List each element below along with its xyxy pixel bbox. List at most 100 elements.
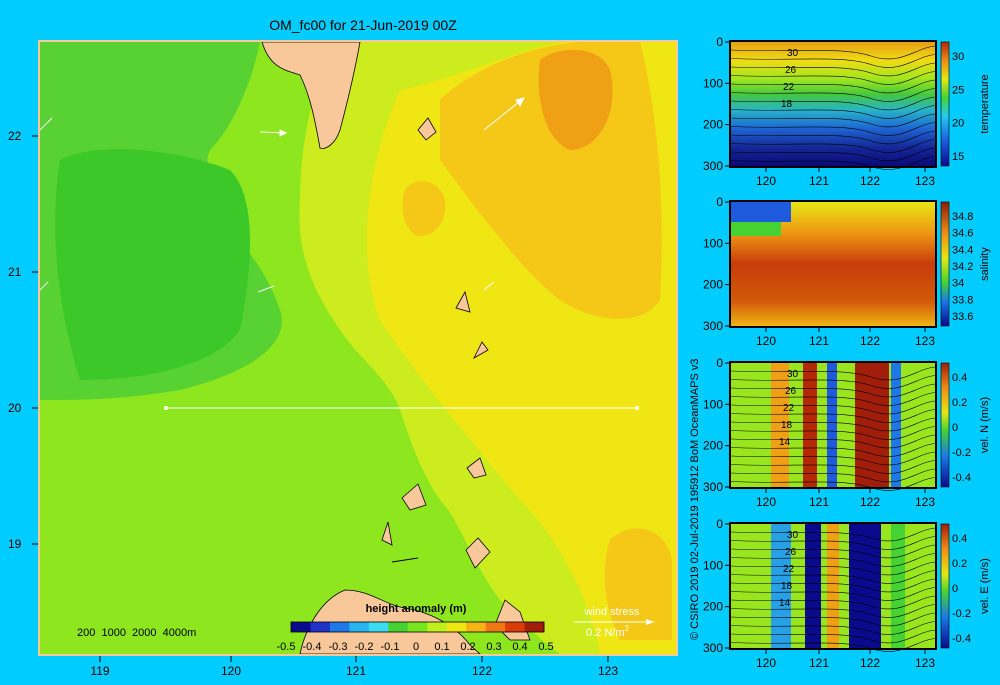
contour-label: 26 <box>785 386 797 397</box>
colorbar-tick-label: 34.4 <box>952 244 973 256</box>
vel-e-field <box>731 524 935 648</box>
contour-label: 18 <box>781 99 793 110</box>
section-panel-vel-e: 30 26 22 18 14 0 100 200 300 120 121 122 123 0.4 0.2 0 -… <box>703 517 991 670</box>
vel-e-colorbar <box>940 523 950 649</box>
colorbar-swatch <box>505 622 526 632</box>
colorbar-swatch <box>310 622 331 632</box>
section-panel-vel-n: 30 26 22 18 14 0 100 200 300 120 121 122 123 0.4 0.2 0 -… <box>703 356 991 509</box>
depth-tick-label: 200 <box>703 439 723 453</box>
lon-tick-label: 123 <box>598 664 618 678</box>
lon-tick-label: 120 <box>756 656 776 670</box>
contour-label: 26 <box>785 65 797 76</box>
colorbar-tick-label: 0.5 <box>538 641 553 653</box>
colorbar-tick-label: 0.1 <box>434 641 449 653</box>
vel-e-colorbar-label: vel. E (m/s) <box>979 558 991 614</box>
colorbar-tick-label: -0.5 <box>277 641 296 653</box>
map-lat-axis: 22 21 20 19 <box>8 129 38 551</box>
colorbar-tick-label: 33.8 <box>952 294 973 306</box>
height-anomaly-colorbar: height anomaly (m) -0.5 -0.4 -0.3 -0.2 -0.1 0… <box>277 603 554 653</box>
lon-tick-label: 121 <box>809 334 829 348</box>
lon-tick-label: 121 <box>809 656 829 670</box>
colorbar-tick-label: -0.2 <box>952 608 971 620</box>
colorbar-swatch <box>368 622 389 632</box>
temperature-colorbar-label: temperature <box>979 74 991 133</box>
colorbar-swatch <box>407 622 428 632</box>
temperature-field <box>731 42 935 166</box>
colorbar-tick-label: -0.2 <box>355 641 374 653</box>
colorbar-tick-label: 0.2 <box>952 558 967 570</box>
colorbar-tick-label: 0 <box>952 583 958 595</box>
colorbar-tick-label: -0.4 <box>303 641 322 653</box>
colorbar-tick-label: -0.3 <box>329 641 348 653</box>
contour-label: 22 <box>783 564 795 575</box>
colorbar-tick-label: 0.4 <box>512 641 527 653</box>
salinity-colorbar <box>940 201 950 327</box>
colorbar-tick-label: -0.2 <box>952 447 971 459</box>
depth-legend: 200 1000 2000 4000m <box>77 627 196 639</box>
lat-tick-label: 20 <box>8 401 22 415</box>
colorbar-tick-label: 0.2 <box>952 397 967 409</box>
lon-tick-label: 121 <box>809 495 829 509</box>
credit-text: © CSIRO 2019 02-Jul-2019 195912 BoM Ocea… <box>689 359 701 640</box>
contour-label: 30 <box>787 48 799 59</box>
colorbar-swatch <box>291 622 311 632</box>
section-panel-temperature: 30 26 22 18 0 100 200 300 120 121 122 123 30 25 20 15 te… <box>703 35 991 188</box>
contour-label: 18 <box>781 420 793 431</box>
colorbar-swatch <box>427 622 448 632</box>
contour-label: 14 <box>779 598 791 609</box>
contour-label: 22 <box>783 403 795 414</box>
colorbar-tick-label: 34.8 <box>952 211 973 223</box>
colorbar-tick-label: 20 <box>952 118 964 130</box>
lat-tick-label: 22 <box>8 129 22 143</box>
lon-tick-label: 122 <box>860 656 880 670</box>
colorbar-tick-label: 25 <box>952 84 964 96</box>
lon-tick-label: 121 <box>346 664 366 678</box>
lat-tick-label: 21 <box>8 265 22 279</box>
depth-tick-label: 300 <box>703 641 723 655</box>
colorbar-tick-label: 33.6 <box>952 311 973 323</box>
colorbar-tick-label: 0 <box>952 422 958 434</box>
section-panel-salinity: 0 100 200 300 120 121 122 123 34.8 34.6 34.4 34.2 34… <box>703 195 991 348</box>
depth-tick-label: 300 <box>703 480 723 494</box>
wind-stress-label: wind stress <box>583 606 640 618</box>
lon-tick-label: 119 <box>90 664 109 678</box>
lon-tick-label: 123 <box>915 656 935 670</box>
depth-tick-label: 100 <box>703 397 723 411</box>
vel-n-colorbar-label: vel. N (m/s) <box>979 397 991 453</box>
vel-n-colorbar <box>940 362 950 488</box>
lon-tick-label: 121 <box>809 174 829 188</box>
lon-tick-label: 120 <box>756 174 776 188</box>
colorbar-tick-label: 34 <box>952 278 964 290</box>
colorbar-swatch <box>485 622 506 632</box>
lon-tick-label: 120 <box>221 664 241 678</box>
depth-tick-label: 0 <box>716 35 723 49</box>
lon-tick-label: 122 <box>472 664 492 678</box>
colorbar-swatch <box>466 622 487 632</box>
wind-stress-arrows <box>40 97 525 293</box>
map-lon-axis: 119 120 121 122 123 <box>90 656 618 678</box>
contour-label: 22 <box>783 82 795 93</box>
lon-tick-label: 122 <box>860 174 880 188</box>
lon-tick-label: 120 <box>756 495 776 509</box>
depth-tick-label: 200 <box>703 600 723 614</box>
colorbar-tick-label: 34.2 <box>952 261 973 273</box>
map-panel: 200 1000 2000 4000m wind stress 0.2 N/m2… <box>8 40 678 678</box>
contour-label: 14 <box>779 437 791 448</box>
colorbar-tick-label: 0 <box>413 641 419 653</box>
depth-tick-label: 300 <box>703 319 723 333</box>
taiwan-landmass <box>261 42 361 149</box>
vel-n-contours <box>730 366 936 491</box>
depth-tick-label: 200 <box>703 278 723 292</box>
depth-tick-label: 100 <box>703 558 723 572</box>
contour-label: 26 <box>785 547 797 558</box>
temperature-contours <box>730 45 936 170</box>
contour-label: 18 <box>781 581 793 592</box>
contour-label: 30 <box>787 369 799 380</box>
depth-tick-label: 100 <box>703 236 723 250</box>
colorbar-title: height anomaly (m) <box>366 603 467 615</box>
colorbar-swatch <box>524 622 545 632</box>
vel-n-field <box>731 363 935 487</box>
colorbar-tick-label: 34.6 <box>952 228 973 240</box>
colorbar-tick-label: 0.3 <box>486 641 501 653</box>
